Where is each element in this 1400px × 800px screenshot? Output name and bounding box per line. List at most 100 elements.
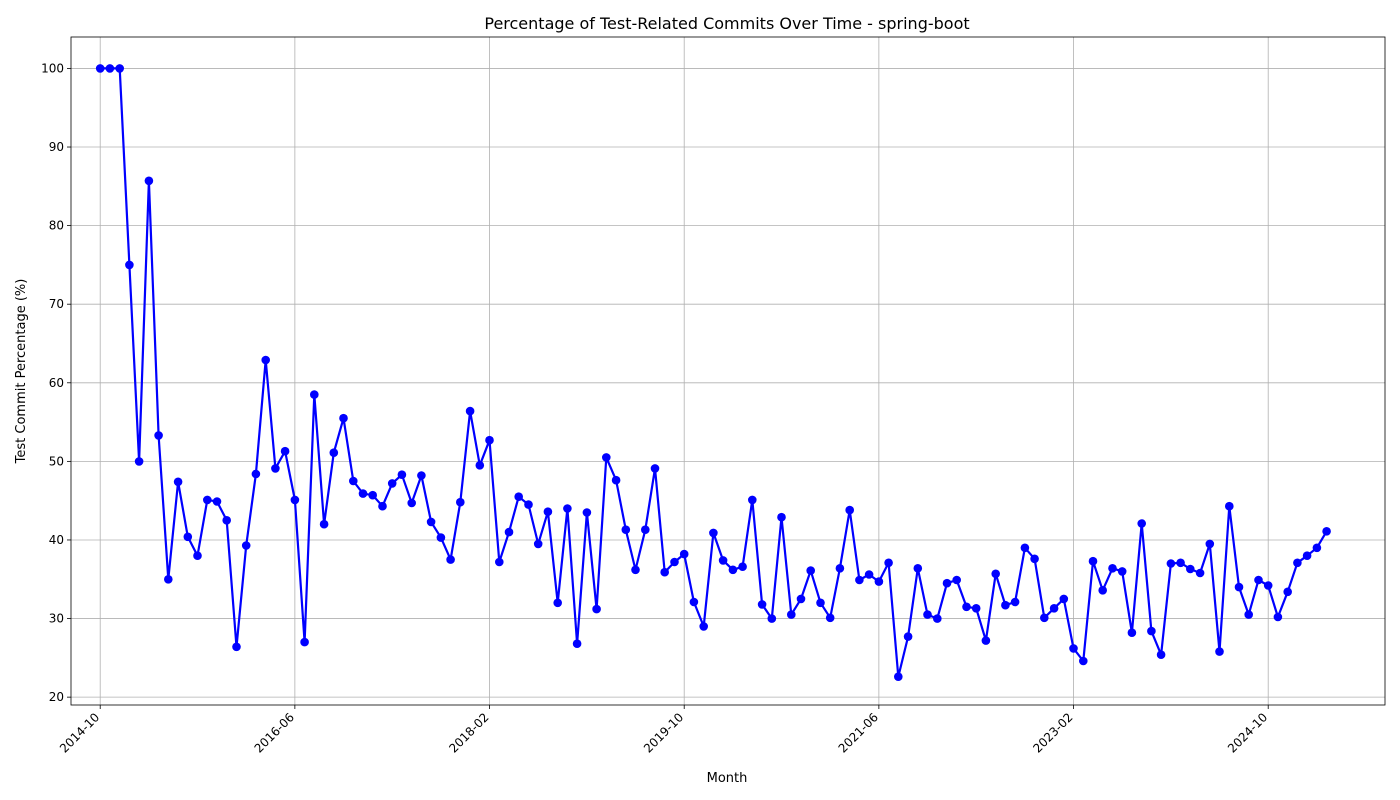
data-point [203, 495, 212, 505]
data-point [193, 551, 202, 560]
data-point [436, 533, 446, 542]
data-point [222, 516, 231, 525]
data-point [563, 504, 572, 513]
chart-title: Percentage of Test-Related Commits Over … [484, 14, 969, 33]
data-point [1156, 650, 1166, 659]
y-tick-label: 40 [49, 533, 64, 547]
data-point [1225, 501, 1234, 511]
data-point [543, 507, 553, 516]
y-tick-label: 20 [49, 690, 64, 704]
data-point [679, 549, 689, 559]
data-point [387, 479, 397, 488]
data-point [1108, 564, 1117, 573]
y-axis-ticks: 20 30 40 50 60 70 80 90 100 [41, 61, 71, 704]
data-point [1069, 644, 1078, 653]
data-point [1263, 581, 1273, 590]
y-tick-label: 30 [49, 612, 64, 626]
data-point [884, 558, 893, 568]
y-tick-label: 80 [49, 219, 64, 233]
data-point [894, 672, 903, 681]
data-point [855, 575, 864, 585]
data-point [787, 610, 796, 619]
data-point [1079, 656, 1088, 666]
data-point [913, 564, 923, 573]
data-point [1302, 551, 1312, 560]
data-point [407, 498, 417, 508]
data-point [864, 570, 874, 579]
data-point [504, 527, 514, 537]
data-point [1049, 604, 1059, 613]
data-point [631, 565, 640, 575]
data-point [699, 622, 708, 631]
data-point [650, 464, 660, 473]
data-point [1166, 559, 1176, 568]
data-point [134, 457, 144, 466]
data-point [592, 604, 601, 614]
y-tick-label: 50 [49, 454, 64, 468]
data-point [1137, 519, 1146, 528]
data-point [524, 500, 533, 509]
data-point [290, 495, 300, 505]
data-point [845, 505, 854, 515]
data-point [923, 610, 932, 619]
data-point [1215, 647, 1224, 656]
data-point [718, 556, 728, 565]
data-point [495, 557, 504, 567]
data-point [1205, 539, 1215, 549]
data-point [689, 597, 699, 607]
data-point [796, 594, 806, 604]
data-point [1176, 558, 1185, 568]
data-point [183, 532, 193, 542]
data-point [271, 464, 280, 473]
data-point [816, 598, 825, 608]
data-point [1030, 554, 1039, 564]
data-point [903, 632, 913, 641]
data-point [1254, 575, 1263, 585]
data-point [173, 477, 183, 487]
data-point [1001, 600, 1010, 610]
y-tick-label: 100 [41, 61, 64, 75]
data-point [241, 541, 251, 550]
data-point [621, 525, 631, 534]
data-point [874, 577, 884, 586]
data-point [349, 476, 358, 486]
data-point [358, 489, 368, 498]
data-point [641, 525, 650, 534]
data-point [582, 508, 592, 517]
data-point [232, 642, 241, 652]
data-point [426, 517, 436, 527]
data-point [446, 555, 455, 564]
data-point [456, 497, 465, 507]
data-point [660, 567, 669, 577]
data-point [1293, 558, 1302, 568]
y-axis-label: Test Commit Percentage (%) [14, 279, 29, 465]
data-point [825, 613, 835, 623]
data-point [553, 598, 562, 608]
y-tick-label: 90 [49, 140, 64, 154]
y-tick-label: 60 [49, 376, 64, 390]
y-tick-label: 70 [49, 297, 64, 311]
data-point [475, 461, 485, 470]
data-point [1273, 612, 1283, 622]
data-point [397, 470, 407, 480]
data-point [485, 435, 494, 445]
data-point [1186, 564, 1195, 574]
data-point [757, 600, 767, 609]
data-point [514, 492, 523, 502]
data-point [1147, 626, 1156, 636]
data-point [261, 355, 271, 365]
data-point [1127, 628, 1137, 637]
data-point [115, 64, 124, 73]
data-point [1283, 587, 1292, 597]
data-point [738, 562, 747, 571]
data-point [95, 64, 105, 73]
data-point [1059, 594, 1069, 604]
data-point [971, 604, 981, 613]
data-point [1088, 556, 1098, 566]
data-point [144, 176, 154, 186]
data-point [319, 519, 329, 529]
data-point [1312, 543, 1322, 553]
data-point [280, 446, 290, 456]
data-point [962, 602, 971, 612]
